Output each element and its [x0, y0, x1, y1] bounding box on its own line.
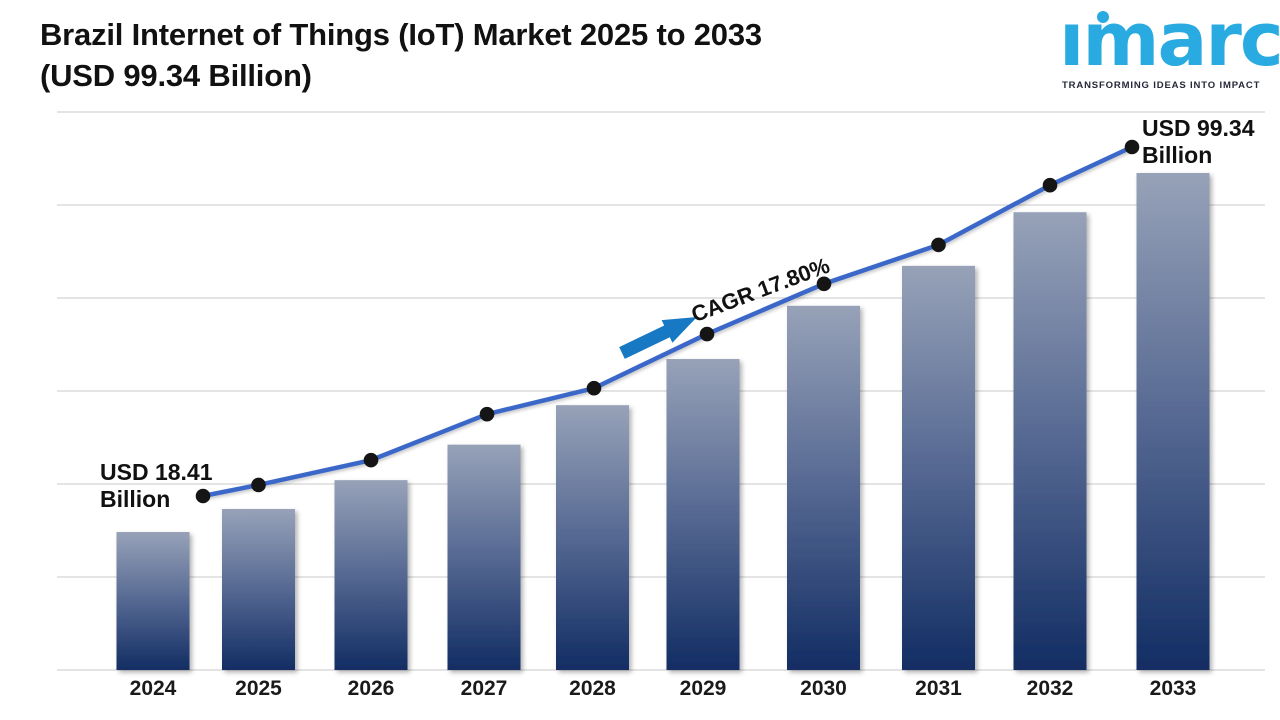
bar-2028 [556, 405, 629, 670]
chart-title: Brazil Internet of Things (IoT) Market 2… [40, 14, 762, 96]
line-point-2033 [1124, 139, 1140, 155]
bar-2030 [787, 305, 860, 670]
data-label-2033-line2: Billion [1142, 142, 1213, 168]
data-label-2024-line2: Billion [100, 486, 171, 512]
line-point-2030 [816, 276, 832, 292]
bar-2027 [447, 444, 521, 670]
year-label-2025: 2025 [235, 677, 282, 700]
year-label-2029: 2029 [679, 677, 727, 700]
cagr-arrow-icon [619, 317, 697, 359]
line-point-2024 [195, 488, 211, 504]
trend-line [200, 144, 1135, 499]
bar-2029 [666, 359, 740, 670]
logo-i-dot-icon [1097, 11, 1109, 23]
data-label-2024: USD 18.41 Billion [100, 459, 213, 513]
year-label-2024: 2024 [129, 677, 177, 700]
bar-2033 [1136, 173, 1210, 670]
bar-2025 [222, 508, 295, 670]
line-point-2028 [586, 380, 602, 396]
line-point-2027 [479, 406, 495, 422]
imarc-logo: ımarc TRANSFORMING IDEAS INTO IMPACT [1050, 0, 1280, 100]
bar-2031 [902, 265, 975, 670]
line-point-2025 [251, 477, 266, 493]
logo-brand-text: ımarc [1059, 0, 1280, 83]
bar-2032 [1013, 212, 1087, 671]
line-point-2031 [931, 237, 946, 253]
year-label-2027: 2027 [460, 677, 508, 700]
data-label-2024-line1: USD 18.41 [100, 459, 213, 485]
chart-title-line1: Brazil Internet of Things (IoT) Market 2… [40, 17, 762, 52]
line-point-2032 [1042, 177, 1058, 193]
year-label-2030: 2030 [800, 677, 847, 700]
logo-tagline: TRANSFORMING IDEAS INTO IMPACT [1062, 80, 1261, 91]
bar-2026 [334, 480, 408, 670]
year-label-2033: 2033 [1149, 677, 1197, 700]
data-label-2033: USD 99.34 Billion [1142, 115, 1255, 169]
year-label-2031: 2031 [915, 677, 962, 700]
chart-title-line2: (USD 99.34 Billion) [40, 58, 312, 93]
line-point-2029 [699, 326, 715, 342]
data-label-2033-line1: USD 99.34 [1142, 115, 1255, 141]
line-point-2026 [363, 452, 379, 468]
year-label-2032: 2032 [1026, 677, 1074, 700]
year-label-2028: 2028 [569, 677, 616, 700]
bar-2024 [116, 532, 190, 670]
year-label-2026: 2026 [347, 677, 395, 700]
